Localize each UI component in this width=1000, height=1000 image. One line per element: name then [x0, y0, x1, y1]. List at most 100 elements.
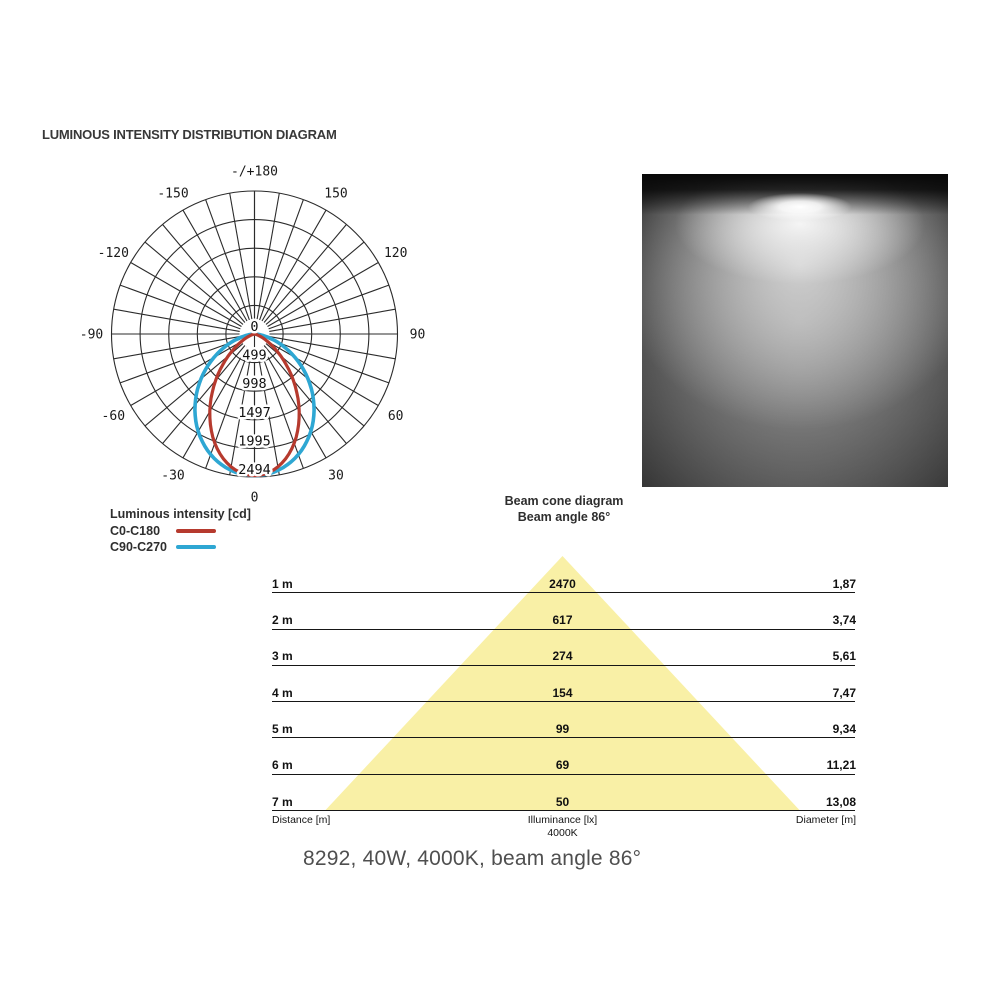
illuminance-value: 2470	[549, 576, 576, 591]
grid-spoke	[267, 341, 379, 406]
grid-spoke	[162, 345, 246, 444]
distance-value: 3 m	[272, 649, 293, 664]
angle-tick-label: 90	[410, 328, 426, 343]
grid-spoke	[261, 346, 327, 459]
distance-value: 6 m	[272, 758, 293, 773]
grid-spoke	[144, 241, 244, 325]
curve-c0-c180	[208, 332, 301, 478]
grid-spoke	[205, 347, 250, 469]
grid-spoke	[263, 345, 347, 444]
diameter-value: 5,61	[832, 649, 856, 664]
radial-tick-label: 499	[242, 348, 266, 364]
illuminance-value: 154	[552, 685, 573, 700]
grid-spoke	[256, 193, 280, 320]
illuminance-column-label: Illuminance [lx] 4000K	[272, 814, 853, 840]
table-row-line	[272, 701, 855, 703]
grid-spoke	[113, 336, 240, 360]
beam-cone-diagram: 1 m 2470 1,87 2 m 617 3,74 3 m 274 5,61 4 m 154 7,4…	[272, 548, 856, 848]
light-cone-shape	[325, 556, 800, 810]
angle-tick-label: -150	[157, 186, 188, 201]
diameter-value: 3,74	[832, 613, 856, 628]
grid-spoke	[182, 209, 248, 322]
grid-spoke	[259, 199, 304, 321]
table-row-line	[272, 737, 855, 739]
grid-spoke	[265, 241, 365, 325]
c90-c270-line-swatch	[176, 545, 216, 549]
angle-tick-label: -/+180	[231, 165, 278, 180]
legend: Luminous intensity [cd] C0-C180 C90-C270	[110, 507, 251, 555]
grid-spoke	[269, 336, 396, 360]
diameter-value: 7,47	[832, 685, 856, 700]
table-row-line	[272, 664, 855, 666]
angle-tick-label: 30	[328, 469, 344, 484]
angle-tick-label: 150	[324, 186, 347, 201]
radial-tick-label: 998	[242, 376, 266, 392]
angle-tick-label: -60	[102, 409, 125, 424]
diameter-column-label: Diameter [m]	[795, 814, 856, 826]
page-title: LUMINOUS INTENSITY DISTRIBUTION DIAGRAM	[42, 127, 337, 142]
grid-spoke	[130, 262, 242, 327]
grid-spoke	[268, 338, 390, 384]
angle-tick-label: -90	[80, 328, 103, 343]
illuminance-value: 274	[552, 649, 573, 664]
grid-spoke	[269, 308, 396, 332]
grid-spoke	[229, 348, 253, 475]
grid-spoke	[113, 308, 240, 332]
table-row-line	[272, 592, 855, 594]
legend-label: C90-C270	[110, 540, 167, 554]
legend-label: C0-C180	[110, 524, 161, 538]
angle-tick-label: -120	[98, 246, 129, 261]
color-temperature-label: 4000K	[547, 827, 578, 839]
grid-spoke	[268, 284, 390, 330]
diameter-value: 13,08	[825, 794, 856, 809]
table-row-line	[272, 810, 855, 811]
grid-spoke	[259, 347, 304, 469]
distance-value: 4 m	[272, 685, 293, 700]
angle-tick-label: -30	[161, 469, 184, 484]
polar-intensity-chart: -/+180 150 -150 120 -120 90 -90 60 -60 30 -30 0 0 499…	[80, 165, 426, 506]
distance-value: 1 m	[272, 576, 293, 591]
beam-cone-heading: Beam cone diagram Beam angle 86°	[272, 494, 856, 525]
grid-spoke	[130, 341, 242, 406]
table-row-line	[272, 773, 855, 775]
illuminance-value: 99	[555, 721, 570, 736]
illuminance-value: 50	[555, 794, 570, 809]
diameter-value: 9,34	[832, 721, 856, 736]
beam-photo	[642, 174, 948, 487]
table-row-line	[272, 628, 855, 630]
legend-item-c90-c270: C90-C270	[110, 539, 251, 555]
grid-spoke	[229, 193, 253, 320]
grid-spoke	[263, 224, 347, 323]
distance-value: 2 m	[272, 613, 293, 628]
diameter-value: 11,21	[826, 758, 856, 773]
grid-spoke	[119, 338, 241, 384]
radial-tick-label: 0	[250, 319, 258, 335]
angle-tick-label: 120	[384, 246, 407, 261]
distance-column-label: Distance [m]	[272, 814, 331, 826]
beam-angle-subtitle: Beam angle 86°	[517, 509, 611, 524]
angle-tick-label: 0	[251, 491, 259, 506]
beam-cone-title: Beam cone diagram	[504, 494, 624, 508]
c0-c180-line-swatch	[176, 529, 216, 533]
diameter-value: 1,87	[832, 576, 856, 591]
product-caption: 8292, 40W, 4000K, beam angle 86°	[303, 847, 642, 870]
grid-spoke	[261, 209, 327, 322]
legend-title: Luminous intensity [cd]	[110, 507, 251, 521]
distance-value: 5 m	[272, 721, 293, 736]
grid-spoke	[267, 262, 379, 327]
distance-value: 7 m	[272, 794, 293, 809]
illuminance-value: 617	[552, 613, 573, 628]
beam-cone-triangle	[325, 556, 800, 810]
grid-spoke	[182, 346, 248, 459]
radial-tick-label: 2494	[238, 462, 271, 478]
grid-spoke	[205, 199, 250, 321]
legend-item-c0-c180: C0-C180	[110, 523, 251, 539]
grid-spoke	[256, 348, 280, 475]
radial-tick-label: 1995	[238, 433, 271, 449]
radial-tick-label: 1497	[238, 405, 271, 421]
grid-spoke	[162, 224, 246, 323]
angle-tick-label: 60	[388, 409, 404, 424]
grid-spoke	[119, 284, 241, 330]
illuminance-value: 69	[555, 758, 570, 773]
